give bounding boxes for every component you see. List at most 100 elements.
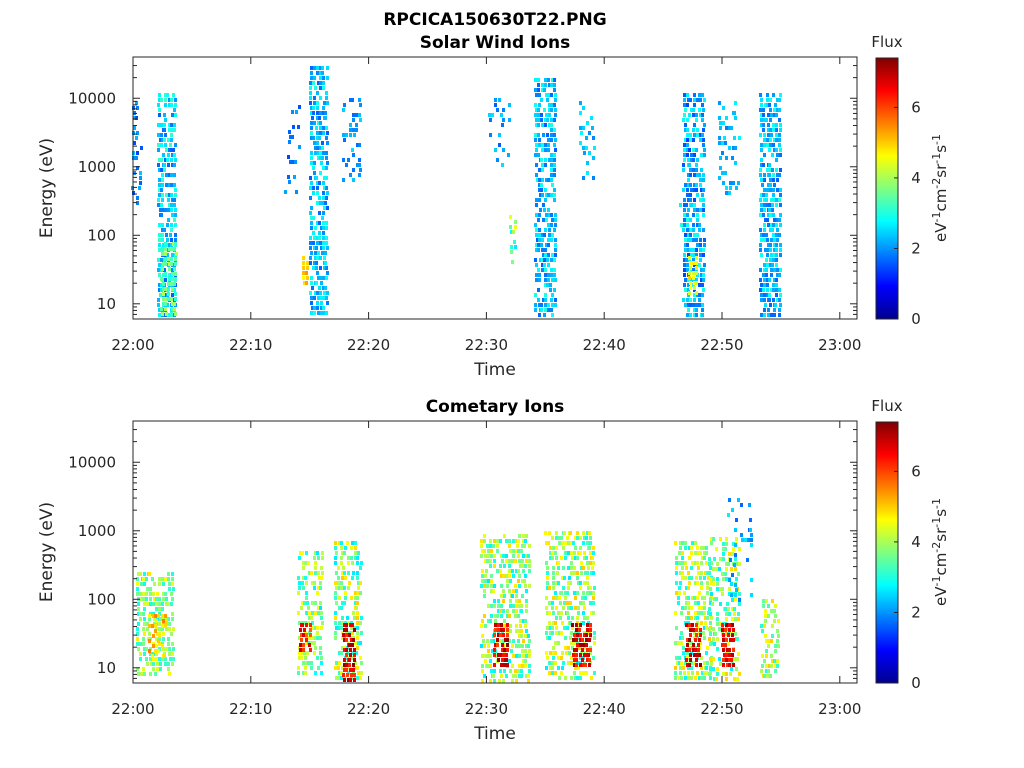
flux-cell — [763, 198, 766, 202]
flux-cell — [543, 108, 546, 112]
flux-cell — [695, 576, 698, 580]
flux-cell — [771, 634, 774, 638]
flux-cell — [779, 293, 782, 297]
flux-cell — [322, 111, 325, 115]
flux-cell — [159, 293, 162, 297]
flux-cell — [687, 183, 690, 187]
flux-cell — [354, 541, 357, 545]
flux-cell — [508, 589, 511, 593]
flux-cell — [772, 198, 775, 202]
flux-cell — [171, 247, 174, 251]
flux-cell — [722, 547, 725, 551]
flux-cell — [538, 238, 541, 242]
flux-cell — [303, 628, 306, 632]
flux-cell — [551, 626, 554, 630]
flux-cell — [692, 628, 695, 632]
flux-cell — [317, 296, 320, 300]
flux-cell — [158, 283, 161, 287]
flux-cell — [765, 118, 768, 122]
flux-cell — [174, 158, 177, 162]
flux-cell — [766, 103, 769, 107]
flux-cell — [320, 616, 323, 620]
flux-cell — [567, 661, 570, 665]
flux-cell — [160, 288, 163, 292]
flux-cell — [588, 531, 591, 535]
flux-cell — [763, 268, 766, 272]
flux-cell — [582, 126, 585, 130]
flux-cell — [734, 543, 737, 547]
flux-cell — [738, 562, 741, 566]
flux-cell — [157, 639, 160, 643]
flux-cell — [554, 113, 557, 117]
flux-cell — [168, 203, 171, 207]
flux-cell — [687, 233, 690, 237]
flux-cell — [544, 143, 547, 147]
flux-cell — [315, 266, 318, 270]
flux-cell — [501, 643, 504, 647]
flux-cell — [483, 584, 486, 588]
flux-cell — [338, 621, 341, 625]
flux-cell — [570, 661, 573, 665]
flux-cell — [708, 637, 711, 641]
x-axis-label: Time — [473, 360, 516, 380]
flux-cell — [505, 653, 508, 657]
flux-cell — [340, 561, 343, 565]
flux-cell — [686, 663, 689, 667]
flux-cell — [583, 536, 586, 540]
flux-cell — [730, 126, 733, 130]
flux-cell — [158, 108, 161, 112]
flux-cell — [760, 143, 763, 147]
flux-cell — [700, 153, 703, 157]
flux-cell — [353, 616, 356, 620]
flux-cell — [142, 612, 145, 616]
flux-cell — [174, 193, 177, 197]
flux-cell — [353, 673, 356, 677]
flux-cell — [515, 569, 518, 573]
flux-cell — [735, 537, 738, 541]
flux-cell — [167, 667, 170, 671]
flux-cell — [508, 574, 511, 578]
flux-cell — [174, 213, 177, 217]
flux-cell — [683, 148, 686, 152]
flux-cell — [356, 576, 359, 580]
flux-cell — [551, 666, 554, 670]
x-tick-label: 22:40 — [583, 336, 626, 354]
flux-cell — [356, 163, 359, 167]
flux-cell — [746, 558, 749, 562]
flux-cell — [760, 158, 763, 162]
flux-cell — [700, 586, 703, 590]
flux-cell — [688, 148, 691, 152]
flux-cell — [512, 609, 515, 613]
flux-cell — [544, 298, 547, 302]
flux-cell — [139, 612, 142, 616]
flux-cell — [334, 541, 337, 545]
flux-cell — [171, 277, 174, 281]
flux-cell — [722, 638, 725, 642]
y-tick-label: 100 — [87, 590, 116, 608]
flux-cell — [593, 636, 596, 640]
flux-cell — [298, 656, 301, 660]
flux-cell — [729, 558, 732, 562]
flux-cell — [770, 313, 773, 317]
flux-cell — [356, 556, 359, 560]
flux-cell — [553, 273, 556, 277]
flux-cell — [542, 218, 545, 222]
flux-cell — [538, 188, 541, 192]
flux-cell — [494, 619, 497, 623]
flux-cell — [158, 308, 161, 312]
flux-cell — [695, 281, 698, 285]
flux-cell — [319, 121, 322, 125]
flux-cell — [693, 298, 696, 302]
flux-cell — [761, 629, 764, 633]
flux-cell — [350, 556, 353, 560]
flux-cell — [345, 633, 348, 637]
flux-cell — [573, 551, 576, 555]
flux-cell — [716, 672, 719, 676]
flux-cell — [139, 657, 142, 661]
flux-cell — [703, 671, 706, 675]
flux-cell — [548, 123, 551, 127]
flux-cell — [556, 571, 559, 575]
flux-cell — [681, 551, 684, 555]
flux-cell — [312, 136, 315, 140]
flux-cell — [154, 624, 157, 628]
